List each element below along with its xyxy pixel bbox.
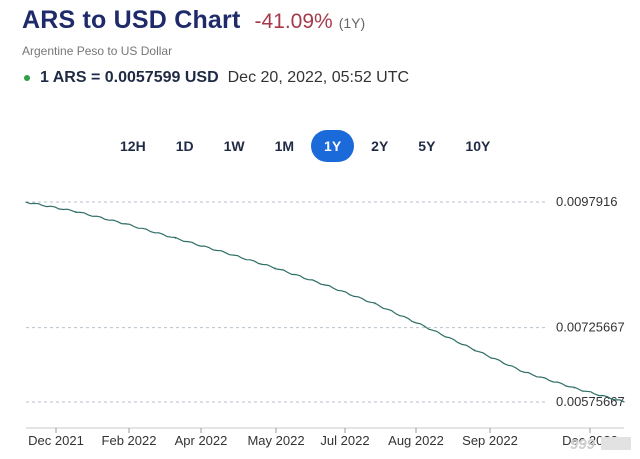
x-tick-label: Jul 2022 [320, 433, 369, 448]
title-row: ARS to USD Chart -41.09% (1Y) [22, 6, 640, 35]
data-point [224, 252, 226, 254]
x-tick-label: May 2022 [247, 433, 304, 448]
x-tick-label: Dec 2021 [28, 433, 84, 448]
data-point [75, 210, 77, 213]
y-tick-label: 0.00575667 [556, 394, 625, 409]
data-point [25, 201, 27, 203]
rate-row: 1 ARS = 0.0057599 USD Dec 20, 2022, 05:5… [22, 69, 640, 87]
data-point [274, 267, 276, 269]
rate-chart: 0.0097916 0.00725667 0.00575667 Dec 2021 Feb… [25, 194, 625, 448]
data-point [523, 371, 525, 373]
tab-2y[interactable]: 2Y [371, 138, 389, 154]
percent-change: -41.09% [254, 10, 333, 33]
timeframe-tabs: 12H 1D 1W 1M 1Y 2Y 5Y 10Y [107, 130, 507, 162]
tab-1d[interactable]: 1D [175, 138, 194, 154]
data-point [174, 237, 177, 239]
data-point [424, 325, 426, 328]
y-tick-label: 0.00725667 [556, 320, 625, 335]
live-status-dot [24, 75, 30, 81]
page-title: ARS to USD Chart [22, 6, 241, 34]
tab-1y[interactable]: 1Y [311, 130, 355, 162]
rate-timestamp: Dec 20, 2022, 05:52 UTC [227, 69, 410, 86]
data-point [324, 284, 326, 286]
svg-text:999: 999 [570, 436, 596, 453]
x-tick-label: Sep 2022 [462, 433, 518, 448]
tab-1w[interactable]: 1W [223, 138, 245, 154]
x-tick-label: Aug 2022 [388, 433, 444, 448]
x-tick-label: Feb 2022 [102, 433, 157, 448]
tab-5y[interactable]: 5Y [418, 138, 436, 154]
y-tick-label: 0.0097916 [556, 194, 617, 209]
period-label: (1Y) [338, 15, 366, 31]
pair-subtitle: Argentine Peso to US Dollar [22, 44, 173, 58]
data-point [374, 303, 376, 305]
data-point [623, 401, 625, 403]
tab-12h[interactable]: 12H [120, 138, 146, 154]
watermark-logo: 999 [570, 436, 631, 453]
chart-header: ARS to USD Chart -41.09% (1Y) Argentine … [22, 6, 640, 87]
tab-1m[interactable]: 1M [274, 138, 295, 154]
data-point [573, 387, 575, 389]
x-tick-label: Apr 2022 [175, 433, 228, 448]
tab-10y[interactable]: 10Y [465, 138, 491, 154]
data-point [473, 349, 476, 351]
series-line [25, 201, 625, 403]
data-point [125, 223, 127, 225]
exchange-rate: 1 ARS = 0.0057599 USD [40, 69, 219, 86]
